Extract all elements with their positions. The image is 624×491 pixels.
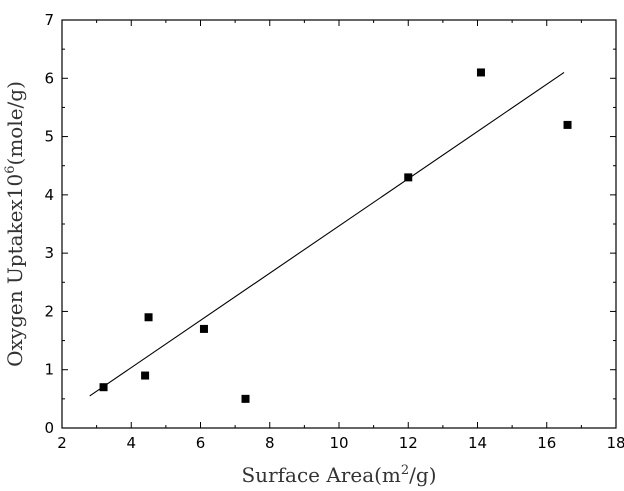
data-point (241, 394, 250, 403)
data-point (199, 324, 208, 333)
data-point (144, 313, 153, 322)
axes (61, 19, 617, 429)
data-points (99, 68, 572, 403)
x-tick-label: 2 (57, 434, 67, 452)
x-tick-label: 6 (196, 434, 206, 452)
x-tick-label: 18 (606, 434, 624, 452)
fit-line (89, 72, 565, 397)
y-axis-ticks: 0 1 2 3 4 5 6 7 (44, 11, 616, 437)
x-axis-title-text: Surface Area(m (241, 463, 400, 487)
x-axis-title-superscript: 2 (401, 463, 409, 478)
x-tick-label: 12 (399, 434, 418, 452)
y-tick-label: 5 (44, 128, 54, 146)
x-axis-ticks: 2 4 6 8 10 12 14 16 18 (57, 20, 624, 452)
data-point (99, 383, 108, 392)
y-tick-label: 0 (44, 419, 54, 437)
plot-frame (61, 19, 617, 429)
y-tick-label: 2 (44, 302, 54, 320)
y-tick-label: 7 (44, 11, 54, 29)
y-tick-label: 1 (44, 361, 54, 379)
x-axis-title: Surface Area(m2/g) (241, 463, 436, 487)
y-axis-title-tail: (mole/g) (3, 81, 27, 165)
fit-line-group (89, 72, 565, 397)
x-tick-label: 8 (265, 434, 275, 452)
x-tick-label: 4 (126, 434, 136, 452)
y-axis-title: Oxygen Uptakex106(mole/g) (3, 81, 27, 367)
data-point (404, 173, 413, 182)
x-tick-label: 16 (537, 434, 556, 452)
x-tick-label: 10 (329, 434, 348, 452)
y-tick-label: 6 (44, 69, 54, 87)
data-point (141, 371, 150, 380)
y-axis-title-text: Oxygen Uptakex10 (3, 174, 27, 367)
x-axis-title-tail: /g) (409, 463, 436, 487)
x-tick-label: 14 (468, 434, 487, 452)
y-tick-label: 4 (44, 186, 54, 204)
y-axis-title-superscript: 6 (3, 165, 18, 173)
data-point (476, 68, 485, 77)
y-tick-label: 3 (44, 244, 54, 262)
data-point (563, 120, 572, 129)
